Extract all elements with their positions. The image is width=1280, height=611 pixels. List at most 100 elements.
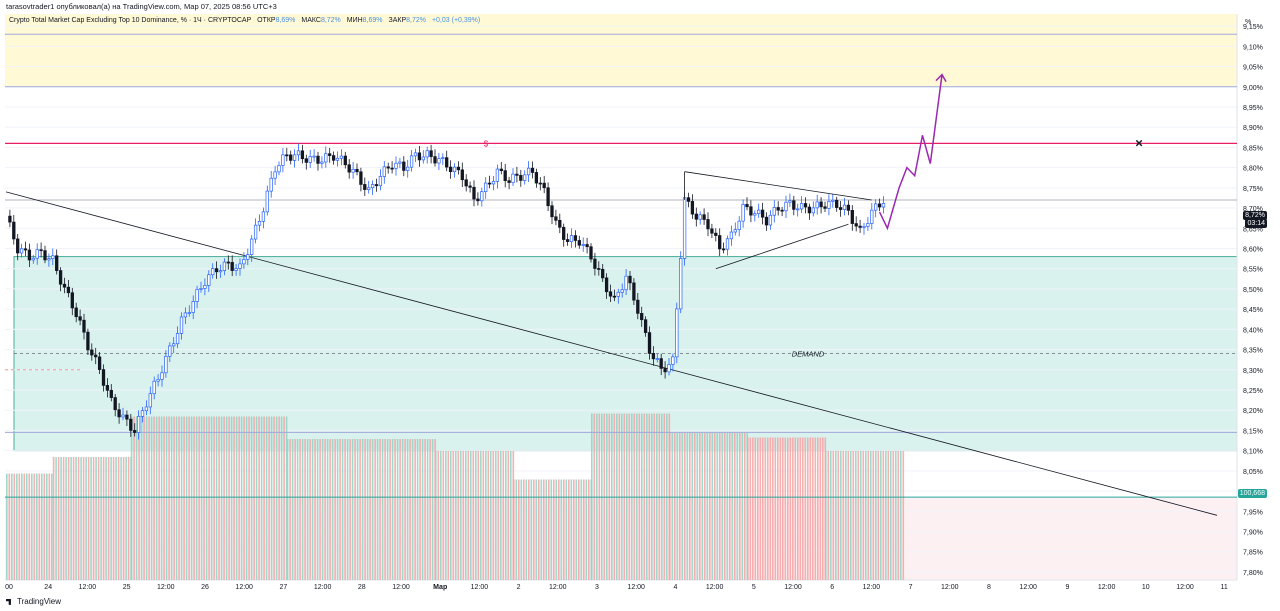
- volume-profile-bar: [127, 457, 130, 580]
- projection-path: [878, 74, 943, 231]
- volume-profile-bar: [832, 451, 835, 580]
- volume-profile-bar: [275, 416, 278, 580]
- volume-profile-bar: [391, 439, 394, 580]
- volume-profile-bar: [744, 433, 746, 580]
- candle: [741, 204, 745, 222]
- tradingview-brand-text: TradingView: [17, 597, 62, 606]
- legend-close-value: 8,72%: [406, 17, 426, 24]
- volume-profile-bar: [696, 433, 699, 580]
- candle: [647, 332, 652, 354]
- volume-profile-bar: [565, 479, 568, 580]
- volume-profile-bar: [260, 416, 263, 580]
- x-tick-label: 25: [123, 584, 131, 591]
- candle: [136, 416, 141, 433]
- volume-profile-bar: [840, 451, 842, 580]
- volume-profile-bar: [321, 439, 324, 580]
- candle: [31, 257, 35, 261]
- volume-profile-bar: [21, 473, 23, 580]
- candle: [784, 201, 788, 212]
- y-tick-label: 9,15%: [1243, 24, 1263, 31]
- candle: [881, 203, 886, 208]
- volume-profile-bar: [706, 433, 709, 580]
- tradingview-logo[interactable]: TradingView: [6, 597, 61, 606]
- volume-profile-bar: [814, 437, 817, 580]
- volume-profile-bar: [309, 439, 311, 580]
- volume-profile-bar: [550, 479, 553, 580]
- volume-profile-bar: [175, 416, 178, 580]
- volume-profile-bar: [190, 416, 193, 580]
- candle: [792, 200, 796, 210]
- volume-profile-bar: [671, 433, 674, 580]
- volume-profile-bar: [349, 439, 351, 580]
- volume-profile-bar: [754, 437, 757, 580]
- volume-profile-bar: [724, 433, 726, 580]
- volume-profile-bar: [389, 439, 391, 580]
- y-tick-label: 8,50%: [1243, 287, 1263, 294]
- candle: [534, 172, 539, 184]
- candle: [55, 255, 59, 271]
- candle: [203, 285, 207, 289]
- volume-profile-bar: [48, 473, 51, 580]
- volume-profile-bar: [16, 473, 18, 580]
- volume-profile-bar: [500, 451, 502, 580]
- candle: [398, 161, 402, 164]
- volume-profile-bar: [286, 439, 289, 580]
- volume-profile-bar: [467, 451, 470, 580]
- volume-profile-bar: [817, 437, 819, 580]
- volume-profile-bar: [82, 457, 85, 580]
- volume-profile-bar: [240, 416, 243, 580]
- candle: [503, 170, 507, 181]
- candle: [737, 220, 741, 231]
- volume-profile-bar: [170, 416, 173, 580]
- candle: [776, 207, 780, 211]
- candle: [698, 214, 702, 220]
- volume-profile-bar: [578, 479, 580, 580]
- volume-profile-bar: [470, 451, 472, 580]
- candle: [523, 174, 527, 181]
- volume-profile-bar: [381, 439, 384, 580]
- volume-profile-bar: [329, 439, 331, 580]
- volume-profile-bar: [807, 437, 809, 580]
- candle: [445, 157, 449, 168]
- volume-profile-bar: [875, 451, 877, 580]
- candle: [682, 197, 687, 259]
- candle: [335, 157, 340, 161]
- candle: [238, 263, 242, 269]
- volume-profile-bar: [43, 473, 46, 580]
- volume-profile-bar: [208, 416, 210, 580]
- volume-profile-bar: [704, 433, 706, 580]
- volume-profile-bar: [555, 479, 558, 580]
- volume-profile-bar: [306, 439, 309, 580]
- candle: [347, 164, 351, 173]
- volume-profile-bar: [416, 439, 419, 580]
- legend-high-value: 8,72%: [320, 17, 341, 24]
- candle: [542, 182, 546, 189]
- volume-profile-bar: [442, 451, 445, 580]
- volume-profile-bar: [334, 439, 336, 580]
- y-tick-label: 8,40%: [1243, 327, 1263, 334]
- candle: [686, 197, 691, 202]
- volume-profile-bar: [386, 439, 389, 580]
- current-price-tag: 8,72%: [1243, 211, 1267, 220]
- volume-profile-bar: [779, 437, 782, 580]
- candle: [667, 364, 671, 373]
- triangle-lower-line: [715, 223, 849, 270]
- volume-profile-bar: [475, 451, 477, 580]
- candle: [242, 259, 246, 265]
- volume-profile-bar: [215, 416, 218, 580]
- candle: [261, 211, 266, 222]
- volume-profile-bar: [97, 457, 100, 580]
- candle: [745, 204, 749, 208]
- candle: [86, 331, 90, 351]
- volume-profile-bar: [379, 439, 381, 580]
- x-tick-label: 27: [280, 584, 288, 591]
- volume-profile-bar: [278, 416, 280, 580]
- volume-profile-bar: [263, 416, 265, 580]
- candle: [359, 171, 363, 185]
- candle: [8, 215, 12, 223]
- candle: [640, 313, 644, 321]
- volume-profile-bar: [273, 416, 275, 580]
- legend-low-label: МИН: [346, 17, 363, 24]
- volume-profile-bar: [440, 451, 442, 580]
